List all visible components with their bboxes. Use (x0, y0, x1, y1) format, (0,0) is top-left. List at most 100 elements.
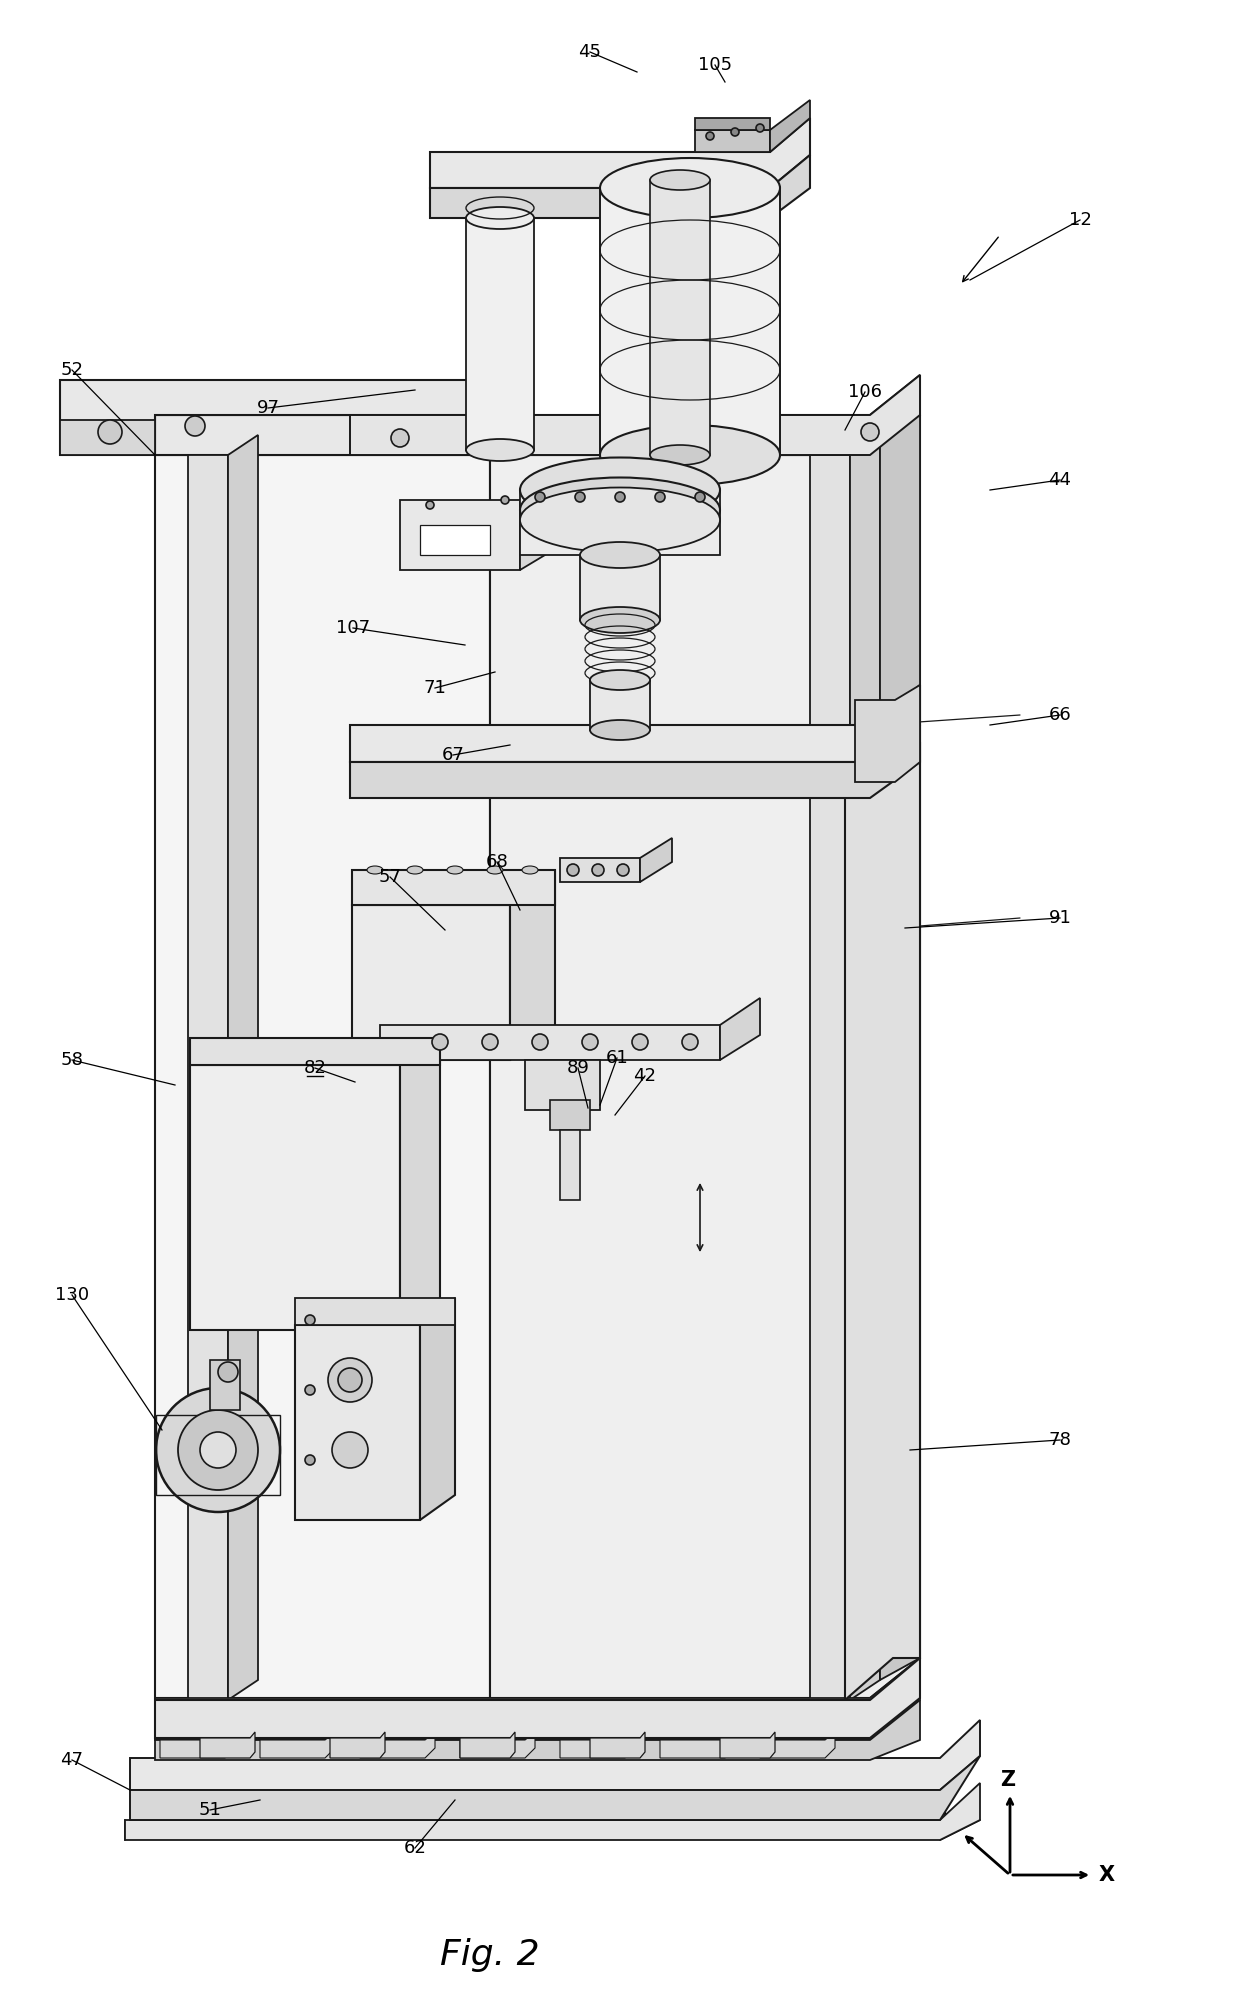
Text: 89: 89 (567, 1059, 589, 1077)
Polygon shape (760, 1731, 835, 1757)
Polygon shape (640, 837, 672, 882)
Text: Y: Y (940, 1812, 956, 1832)
Polygon shape (466, 217, 534, 451)
Circle shape (732, 129, 739, 137)
Circle shape (532, 1035, 548, 1051)
Text: Z: Z (1001, 1769, 1016, 1790)
Polygon shape (350, 725, 920, 797)
Ellipse shape (520, 457, 720, 523)
Polygon shape (60, 380, 490, 455)
Polygon shape (849, 435, 880, 1701)
Polygon shape (228, 435, 258, 1701)
Text: 97: 97 (257, 399, 279, 417)
Circle shape (218, 1363, 238, 1383)
Polygon shape (694, 119, 770, 131)
Polygon shape (510, 870, 556, 1061)
Text: 130: 130 (55, 1286, 89, 1304)
Polygon shape (350, 684, 920, 763)
Text: 51: 51 (198, 1802, 222, 1820)
Polygon shape (188, 455, 228, 1701)
Ellipse shape (407, 866, 423, 874)
Circle shape (575, 491, 585, 501)
Polygon shape (420, 1298, 455, 1520)
Polygon shape (155, 1659, 920, 1739)
Polygon shape (295, 1298, 455, 1325)
Circle shape (185, 417, 205, 437)
Polygon shape (650, 179, 711, 455)
Circle shape (482, 1035, 498, 1051)
Circle shape (618, 864, 629, 876)
Polygon shape (160, 1731, 236, 1757)
Polygon shape (590, 1731, 645, 1757)
Circle shape (156, 1389, 280, 1512)
Polygon shape (844, 743, 920, 1701)
Circle shape (632, 1035, 649, 1051)
Text: 107: 107 (336, 620, 370, 636)
Polygon shape (125, 1784, 980, 1840)
Bar (210, 1361, 241, 1409)
Polygon shape (401, 1039, 440, 1331)
Circle shape (682, 1035, 698, 1051)
Text: 66: 66 (1049, 707, 1071, 725)
Circle shape (200, 1431, 236, 1467)
Polygon shape (720, 1731, 775, 1757)
Polygon shape (460, 1731, 534, 1757)
Ellipse shape (650, 169, 711, 189)
Polygon shape (155, 455, 490, 1699)
Text: 82: 82 (304, 1059, 326, 1077)
Circle shape (391, 429, 409, 447)
Circle shape (98, 421, 122, 445)
Ellipse shape (600, 157, 780, 217)
Polygon shape (551, 1099, 590, 1129)
Ellipse shape (446, 866, 463, 874)
Polygon shape (190, 1039, 440, 1065)
Polygon shape (430, 119, 810, 187)
Polygon shape (856, 684, 920, 781)
Circle shape (329, 1359, 372, 1401)
Circle shape (694, 491, 706, 501)
Text: 44: 44 (1049, 471, 1071, 489)
Ellipse shape (520, 477, 720, 541)
Circle shape (591, 864, 604, 876)
Ellipse shape (590, 721, 650, 741)
Ellipse shape (650, 445, 711, 465)
Ellipse shape (580, 608, 660, 632)
Text: 68: 68 (486, 854, 508, 872)
Text: 71: 71 (424, 678, 446, 696)
Polygon shape (401, 499, 520, 570)
Text: 67: 67 (441, 747, 465, 765)
Ellipse shape (600, 425, 780, 485)
Text: 45: 45 (579, 42, 601, 60)
Polygon shape (694, 131, 770, 153)
Ellipse shape (590, 670, 650, 690)
Circle shape (534, 491, 546, 501)
Text: 106: 106 (848, 382, 882, 401)
Text: X: X (1099, 1864, 1115, 1884)
Ellipse shape (367, 866, 383, 874)
Ellipse shape (466, 207, 534, 229)
Circle shape (427, 501, 434, 509)
Polygon shape (660, 1731, 735, 1757)
Polygon shape (155, 374, 920, 455)
Polygon shape (520, 469, 570, 570)
Ellipse shape (520, 487, 720, 552)
Text: 42: 42 (634, 1067, 656, 1085)
Circle shape (179, 1409, 258, 1490)
Text: 78: 78 (1049, 1431, 1071, 1449)
Text: 12: 12 (1069, 211, 1091, 229)
Polygon shape (155, 1659, 920, 1737)
Text: 61: 61 (605, 1049, 629, 1067)
Text: 47: 47 (61, 1751, 83, 1769)
Polygon shape (720, 998, 760, 1061)
Polygon shape (460, 1731, 515, 1757)
Circle shape (339, 1369, 362, 1393)
Polygon shape (590, 680, 650, 731)
Polygon shape (560, 1129, 580, 1200)
Circle shape (567, 864, 579, 876)
Circle shape (861, 423, 879, 441)
Circle shape (582, 1035, 598, 1051)
Polygon shape (200, 1731, 255, 1757)
Circle shape (756, 125, 764, 133)
Polygon shape (880, 415, 920, 1681)
Polygon shape (525, 1061, 600, 1109)
